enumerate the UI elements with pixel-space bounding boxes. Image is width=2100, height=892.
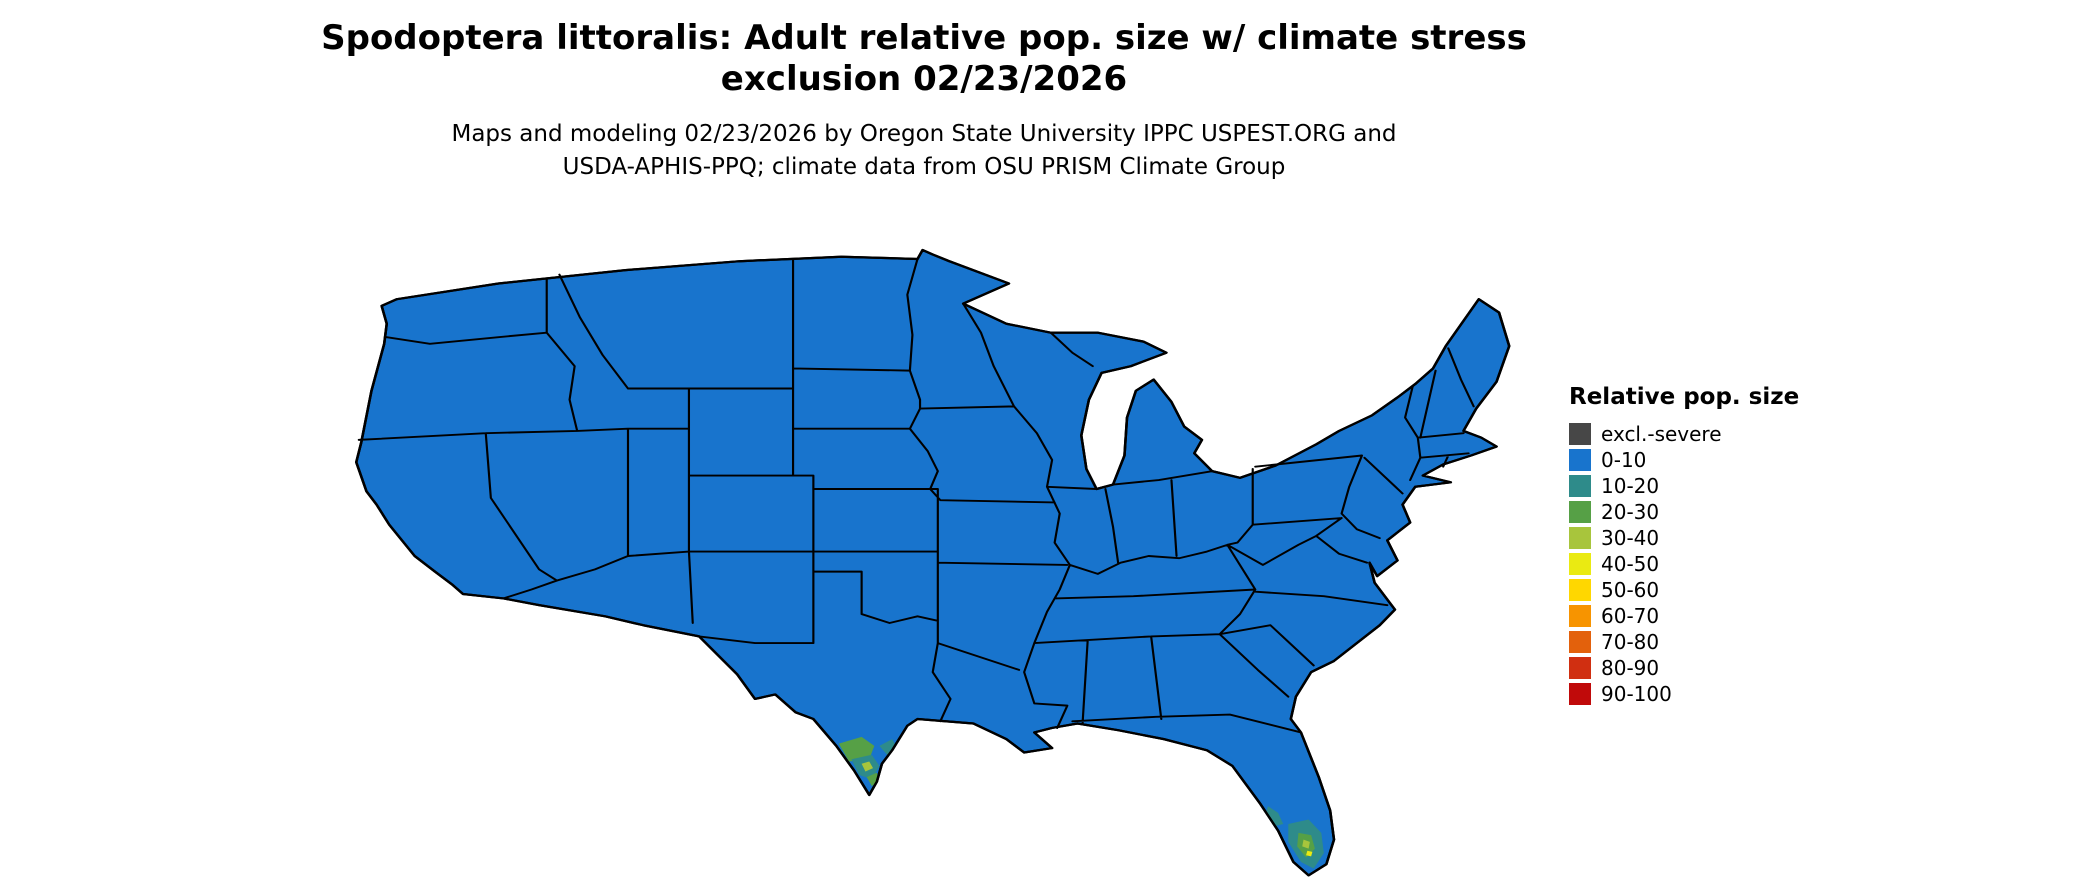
legend-item: 90-100 bbox=[1569, 681, 1829, 706]
legend-item-label: 60-70 bbox=[1601, 603, 1660, 628]
legend-items: excl.-severe 0-10 10-20 20-30 30-40 40-50 50-6… bbox=[1569, 421, 1829, 706]
legend: Relative pop. size excl.-severe 0-10 10-20… bbox=[1569, 384, 1829, 708]
legend-swatch bbox=[1569, 526, 1591, 549]
legend-swatch bbox=[1569, 656, 1591, 679]
us-map bbox=[354, 248, 1511, 877]
figure-title: Spodoptera littoralis: Adult relative po… bbox=[0, 18, 1848, 100]
figure-subtitle-line2: USDA-APHIS-PPQ; climate data from OSU PR… bbox=[562, 154, 1286, 180]
legend-item: 80-90 bbox=[1569, 655, 1829, 680]
population-patch bbox=[1265, 806, 1284, 827]
legend-item: 70-80 bbox=[1569, 629, 1829, 654]
legend-title: Relative pop. size bbox=[1569, 384, 1800, 410]
legend-swatch bbox=[1569, 682, 1591, 705]
legend-item: 40-50 bbox=[1569, 551, 1829, 576]
legend-swatch bbox=[1569, 604, 1591, 627]
figure-title-line2: exclusion 02/23/2026 bbox=[720, 59, 1128, 99]
legend-item: excl.-severe bbox=[1569, 421, 1829, 446]
legend-swatch bbox=[1569, 578, 1591, 601]
legend-swatch bbox=[1569, 448, 1591, 471]
legend-swatch bbox=[1569, 552, 1591, 575]
legend-swatch bbox=[1569, 500, 1591, 523]
legend-item-label: 0-10 bbox=[1601, 447, 1647, 472]
legend-item: 60-70 bbox=[1569, 603, 1829, 628]
legend-swatch bbox=[1569, 422, 1591, 445]
legend-item-label: 50-60 bbox=[1601, 577, 1660, 602]
legend-swatch bbox=[1569, 474, 1591, 497]
legend-item-label: excl.-severe bbox=[1601, 421, 1722, 446]
legend-item: 10-20 bbox=[1569, 473, 1829, 498]
legend-item: 0-10 bbox=[1569, 447, 1829, 472]
legend-item-label: 80-90 bbox=[1601, 655, 1660, 680]
figure-subtitle-line1: Maps and modeling 02/23/2026 by Oregon S… bbox=[451, 121, 1397, 147]
legend-item-label: 40-50 bbox=[1601, 551, 1660, 576]
us-map-container bbox=[308, 221, 1527, 891]
legend-item: 50-60 bbox=[1569, 577, 1829, 602]
figure-title-line1: Spodoptera littoralis: Adult relative po… bbox=[321, 18, 1527, 58]
population-patch bbox=[861, 761, 874, 772]
legend-item-label: 10-20 bbox=[1601, 473, 1660, 498]
state-borders-lines bbox=[357, 258, 1475, 734]
us-landmass bbox=[354, 248, 1511, 877]
legend-item-label: 20-30 bbox=[1601, 499, 1660, 524]
legend-item-label: 30-40 bbox=[1601, 525, 1660, 550]
figure-subtitle: Maps and modeling 02/23/2026 by Oregon S… bbox=[0, 118, 1848, 184]
legend-item: 30-40 bbox=[1569, 525, 1829, 550]
population-patch bbox=[838, 736, 875, 762]
legend-swatch bbox=[1569, 630, 1591, 653]
population-patch bbox=[1302, 839, 1310, 849]
population-patch bbox=[1306, 850, 1313, 857]
legend-item: 20-30 bbox=[1569, 499, 1829, 524]
population-patches bbox=[838, 736, 1324, 869]
legend-item-label: 90-100 bbox=[1601, 681, 1672, 706]
legend-item-label: 70-80 bbox=[1601, 629, 1660, 654]
